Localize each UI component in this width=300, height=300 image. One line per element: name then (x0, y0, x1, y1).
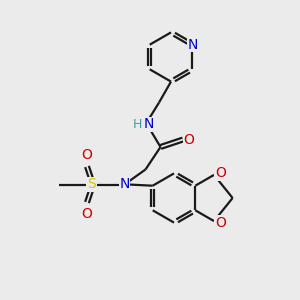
Text: O: O (81, 207, 92, 220)
Text: H: H (132, 118, 142, 131)
Text: O: O (184, 133, 194, 146)
Text: O: O (215, 216, 226, 230)
Text: N: N (119, 178, 130, 191)
Text: O: O (81, 148, 92, 162)
Text: N: N (188, 38, 198, 52)
Text: N: N (143, 118, 154, 131)
Text: O: O (215, 167, 226, 180)
Text: S: S (87, 178, 96, 191)
